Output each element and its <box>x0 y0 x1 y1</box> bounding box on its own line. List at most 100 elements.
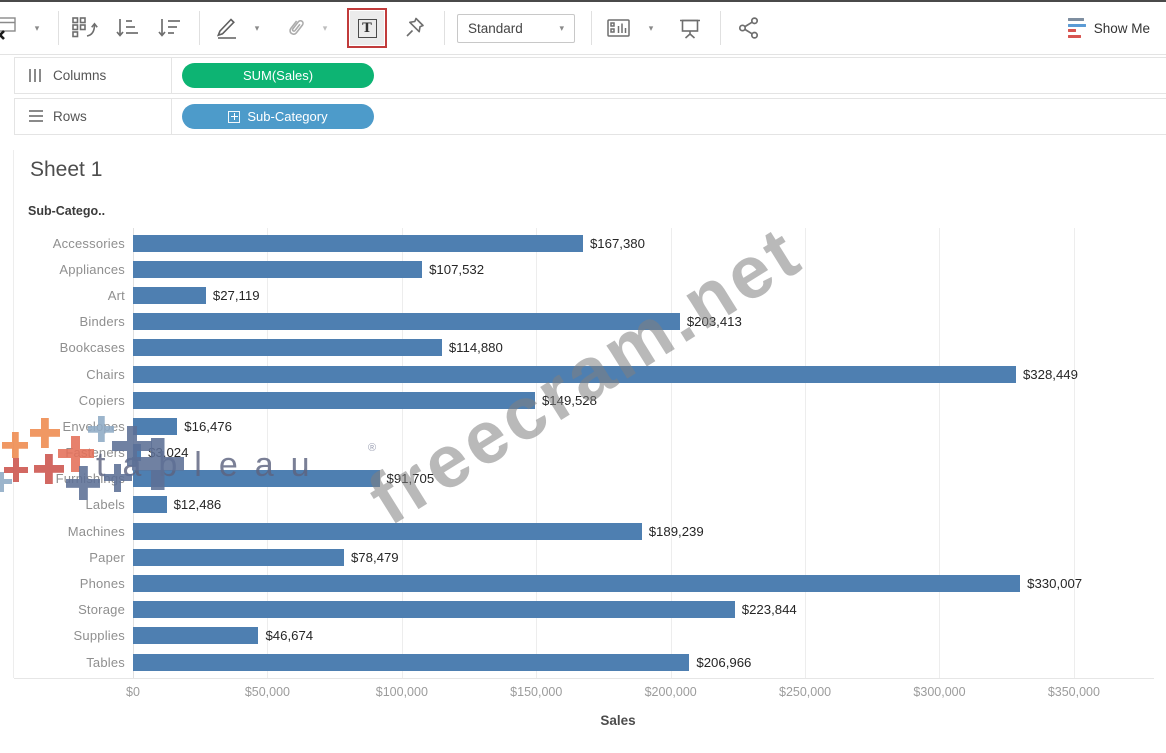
chart-row: Furnishings $91,705 <box>8 466 1103 492</box>
x-tick-label: $300,000 <box>913 685 966 699</box>
share-button[interactable] <box>733 9 765 47</box>
rows-shelf[interactable]: Rows Sub-Category <box>14 98 1166 135</box>
expand-plus-icon[interactable] <box>228 110 241 123</box>
bar-machines[interactable] <box>133 522 642 540</box>
worksheet-left-border <box>13 150 14 678</box>
bar-phones[interactable] <box>133 575 1021 593</box>
show-me-button[interactable]: Show Me <box>1067 17 1150 39</box>
bar-storage[interactable] <box>133 601 735 619</box>
bar-track: $189,239 <box>133 518 1103 544</box>
sort-descending-button[interactable] <box>153 9 185 47</box>
cards-icon <box>605 15 633 41</box>
category-label: Labels <box>85 497 125 513</box>
bar-track: $107,532 <box>133 256 1103 282</box>
bar-fasteners[interactable] <box>133 444 142 462</box>
bar-chairs[interactable] <box>133 365 1016 383</box>
rows-icon <box>29 110 43 123</box>
mark-label: $330,007 <box>1027 576 1083 592</box>
chart-rows: Accessories $167,380 Appliances $107,532 Art… <box>8 230 1103 675</box>
chart-row: Binders $203,413 <box>8 309 1103 335</box>
x-tick-label: $350,000 <box>1047 685 1100 699</box>
bar-labels[interactable] <box>133 496 167 514</box>
cards-dropdown-caret[interactable]: ▾ <box>636 9 666 47</box>
bar-track: $328,449 <box>133 361 1103 387</box>
chart-row: Labels $12,486 <box>8 492 1103 518</box>
clear-sheet-button[interactable] <box>0 9 22 47</box>
view-mode-dropdown[interactable]: Standard ▾ <box>457 13 575 43</box>
bar-supplies[interactable] <box>133 627 259 645</box>
chart-row: Art $27,119 <box>8 282 1103 308</box>
sub-category-pill[interactable]: Sub-Category <box>182 104 374 129</box>
bar-tables[interactable] <box>133 653 690 671</box>
chart-row: Paper $78,479 <box>8 544 1103 570</box>
toolbar-separator <box>444 11 445 45</box>
presentation-icon <box>677 15 703 41</box>
shelf-divider <box>171 99 172 134</box>
toolbar: ▾ <box>0 2 1166 55</box>
columns-shelf[interactable]: Columns SUM(Sales) <box>14 57 1166 94</box>
bar-appliances[interactable] <box>133 260 423 278</box>
gridline <box>805 228 807 678</box>
x-tick-label: $200,000 <box>644 685 697 699</box>
bar-copiers[interactable] <box>133 391 535 409</box>
group-dropdown-caret[interactable]: ▾ <box>310 9 340 47</box>
category-label: Furnishings <box>55 471 125 487</box>
swap-rows-columns-button[interactable] <box>67 9 101 47</box>
x-axis-line <box>14 678 1154 679</box>
bar-art[interactable] <box>133 286 206 304</box>
chart-row: Copiers $149,528 <box>8 387 1103 413</box>
show-mark-labels-button[interactable]: T <box>350 11 384 45</box>
sub-category-pill-label: Sub-Category <box>247 109 328 124</box>
toolbar-separator <box>199 11 200 45</box>
show-me-label: Show Me <box>1093 20 1150 36</box>
mark-label: $114,880 <box>448 340 503 356</box>
chevron-down-icon: ▾ <box>322 22 328 33</box>
highlight-button[interactable] <box>212 9 242 47</box>
fix-axes-button[interactable] <box>400 9 430 47</box>
bar-accessories[interactable] <box>133 234 583 252</box>
bar-track: $206,966 <box>133 649 1103 675</box>
show-hide-cards-button[interactable] <box>602 9 636 47</box>
chart-row: Accessories $167,380 <box>8 230 1103 256</box>
sum-sales-pill[interactable]: SUM(Sales) <box>182 63 374 88</box>
text-label-icon: T <box>357 18 377 38</box>
group-members-button[interactable] <box>280 9 310 47</box>
bar-track: $167,380 <box>133 230 1103 256</box>
pin-icon <box>403 15 427 41</box>
clear-sheet-icon <box>0 15 19 41</box>
toolbar-separator <box>58 11 59 45</box>
bar-paper[interactable] <box>133 548 344 566</box>
chart-row: Supplies $46,674 <box>8 623 1103 649</box>
clear-sheet-dropdown-caret[interactable]: ▾ <box>22 9 52 47</box>
mark-label: $223,844 <box>741 602 797 618</box>
x-tick-label: $150,000 <box>510 685 563 699</box>
x-tick-label: $50,000 <box>244 685 290 699</box>
category-label: Fasteners <box>65 445 125 461</box>
bar-binders[interactable] <box>133 313 680 331</box>
bar-track: $46,674 <box>133 623 1103 649</box>
x-tick-label: $250,000 <box>778 685 832 699</box>
bar-track: $12,486 <box>133 492 1103 518</box>
sort-ascending-button[interactable] <box>111 9 143 47</box>
mark-label: $3,024 <box>148 445 189 461</box>
category-label: Bookcases <box>59 340 125 356</box>
x-tick-label: $0 <box>126 685 140 699</box>
sheet-title: Sheet 1 <box>30 158 103 181</box>
bar-track: $149,528 <box>133 387 1103 413</box>
bar-track: $223,844 <box>133 597 1103 623</box>
mark-label: $203,413 <box>686 314 742 330</box>
window-top-border <box>0 0 1166 2</box>
mark-label: $78,479 <box>350 549 399 565</box>
chart-row: Envelopes $16,476 <box>8 413 1103 439</box>
shelf-divider <box>171 58 172 93</box>
presentation-mode-button[interactable] <box>674 9 706 47</box>
chevron-down-icon: ▾ <box>34 22 40 33</box>
highlight-dropdown-caret[interactable]: ▾ <box>242 9 272 47</box>
category-label: Envelopes <box>62 418 125 434</box>
bar-bookcases[interactable] <box>133 339 442 357</box>
bar-furnishings[interactable] <box>133 470 380 488</box>
bar-envelopes[interactable] <box>133 417 178 435</box>
bar-track: $91,705 <box>133 466 1103 492</box>
mark-label: $149,528 <box>541 392 597 408</box>
